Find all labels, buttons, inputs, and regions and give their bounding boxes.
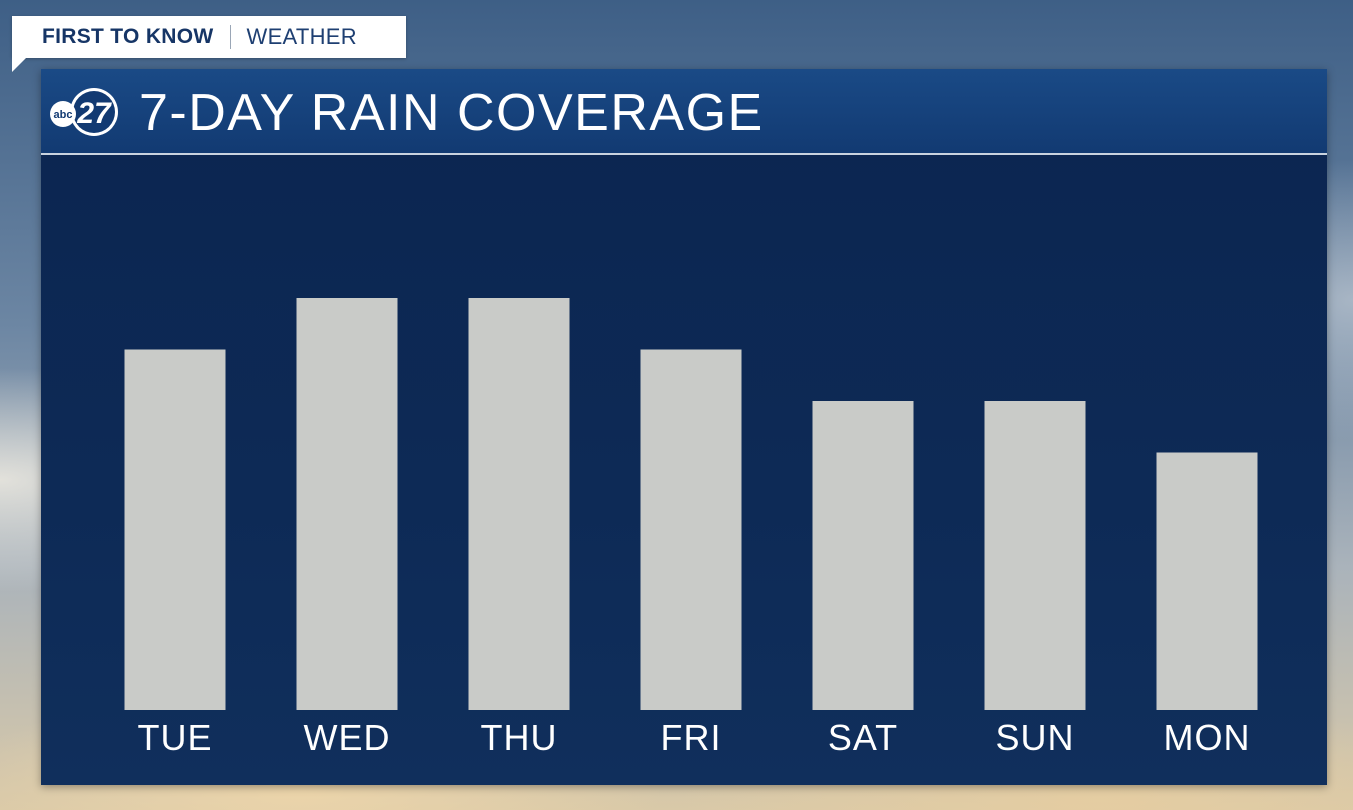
- bar-tue: [124, 349, 226, 710]
- chart-panel: abc 27 7-DAY RAIN COVERAGE TUE WED THU FRI S…: [41, 69, 1327, 785]
- bar-sat: [812, 401, 914, 710]
- brand-tag: FIRST TO KNOW WEATHER: [12, 16, 406, 72]
- brand-name: FIRST TO KNOW: [42, 25, 214, 48]
- chart-title: 7-DAY RAIN COVERAGE: [139, 84, 764, 142]
- x-tick-label-thu: THU: [481, 717, 558, 758]
- logo-abc: abc: [54, 109, 73, 121]
- bar-fri: [640, 349, 742, 710]
- station-logo: abc 27: [50, 88, 118, 136]
- bar-chart: TUE WED THU FRI SAT SUN MON: [124, 298, 1258, 758]
- bar-wed: [296, 298, 398, 710]
- tag-divider: [229, 25, 231, 49]
- x-tick-label-fri: FRI: [661, 717, 722, 758]
- x-tick-label-sun: SUN: [995, 717, 1074, 758]
- bar-mon: [1156, 452, 1258, 710]
- bar-sun: [984, 401, 1086, 710]
- x-tick-label-mon: MON: [1164, 717, 1251, 758]
- x-tick-label-tue: TUE: [138, 717, 213, 758]
- x-tick-label-sat: SAT: [828, 717, 898, 758]
- x-tick-label-wed: WED: [304, 717, 391, 758]
- logo-number: 27: [76, 97, 112, 130]
- chart-header: abc 27 7-DAY RAIN COVERAGE: [41, 69, 1327, 155]
- section-name: WEATHER: [246, 24, 357, 49]
- bar-thu: [468, 298, 570, 710]
